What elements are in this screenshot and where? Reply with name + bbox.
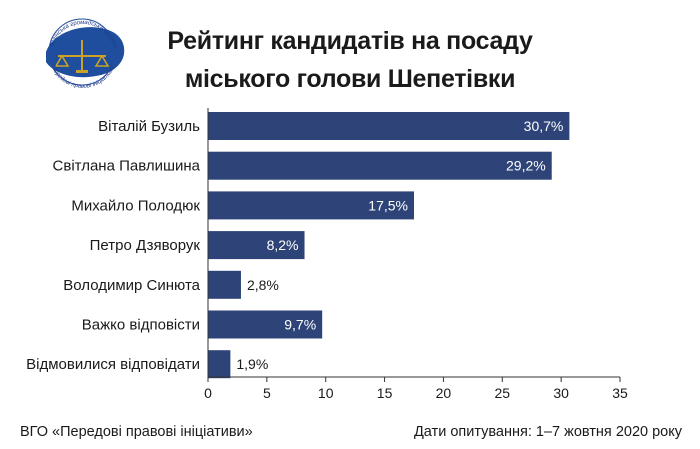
x-tick-label-1: 5 bbox=[263, 385, 271, 401]
bar-6 bbox=[208, 350, 231, 379]
value-label-4: 2,8% bbox=[247, 277, 279, 293]
bar-4 bbox=[208, 270, 241, 299]
category-labels-group: Віталій Бузиль Світлана Павлишина Михайло … bbox=[26, 118, 201, 373]
scales-of-justice-map-logo-icon bbox=[46, 18, 125, 86]
x-tick-label-6: 30 bbox=[553, 385, 569, 401]
bar-3 bbox=[208, 231, 305, 260]
x-tick-label-3: 15 bbox=[377, 385, 393, 401]
x-axis: 0 5 10 15 20 25 30 35 bbox=[204, 108, 628, 401]
bars-group bbox=[208, 112, 570, 379]
category-label-4: Володимир Синюта bbox=[63, 277, 200, 294]
category-label-2: Михайло Полодюк bbox=[71, 197, 200, 214]
footer-source: ВГО «Передові правові ініціативи» bbox=[20, 424, 253, 440]
value-label-1: 29,2% bbox=[506, 158, 546, 174]
value-label-3: 8,2% bbox=[267, 237, 299, 253]
x-tick-label-5: 25 bbox=[494, 385, 510, 401]
value-label-2: 17,5% bbox=[368, 197, 408, 213]
value-label-0: 30,7% bbox=[524, 118, 564, 134]
category-label-3: Петро Дзяворук bbox=[90, 237, 201, 254]
logo: Всеукраїнська громадська організація "Пе… bbox=[0, 0, 125, 90]
bar-2 bbox=[208, 191, 414, 220]
bar-1 bbox=[208, 151, 552, 180]
chart-title-line-2: міського голови Шепетівки bbox=[185, 65, 515, 93]
category-label-0: Віталій Бузиль bbox=[98, 118, 200, 135]
category-label-1: Світлана Павлишина bbox=[53, 158, 201, 175]
bar-5 bbox=[208, 310, 323, 339]
value-label-6: 1,9% bbox=[236, 356, 268, 372]
value-labels-group: 30,7% 29,2% 17,5% 8,2% 2,8% 9,7% 1,9% bbox=[236, 118, 563, 372]
chart-title-line-1: Рейтинг кандидатів на посаду bbox=[167, 27, 533, 55]
category-label-5: Важко відповісти bbox=[82, 317, 200, 334]
category-label-6: Відмовилися відповідати bbox=[26, 356, 200, 373]
bar-0 bbox=[208, 112, 570, 140]
x-tick-label-7: 35 bbox=[612, 385, 628, 401]
value-label-5: 9,7% bbox=[284, 317, 316, 333]
footer-dates: Дати опитування: 1–7 жовтня 2020 року bbox=[414, 424, 683, 440]
x-tick-label-2: 10 bbox=[318, 385, 334, 401]
x-tick-label-0: 0 bbox=[204, 385, 212, 401]
x-tick-label-4: 20 bbox=[436, 385, 452, 401]
